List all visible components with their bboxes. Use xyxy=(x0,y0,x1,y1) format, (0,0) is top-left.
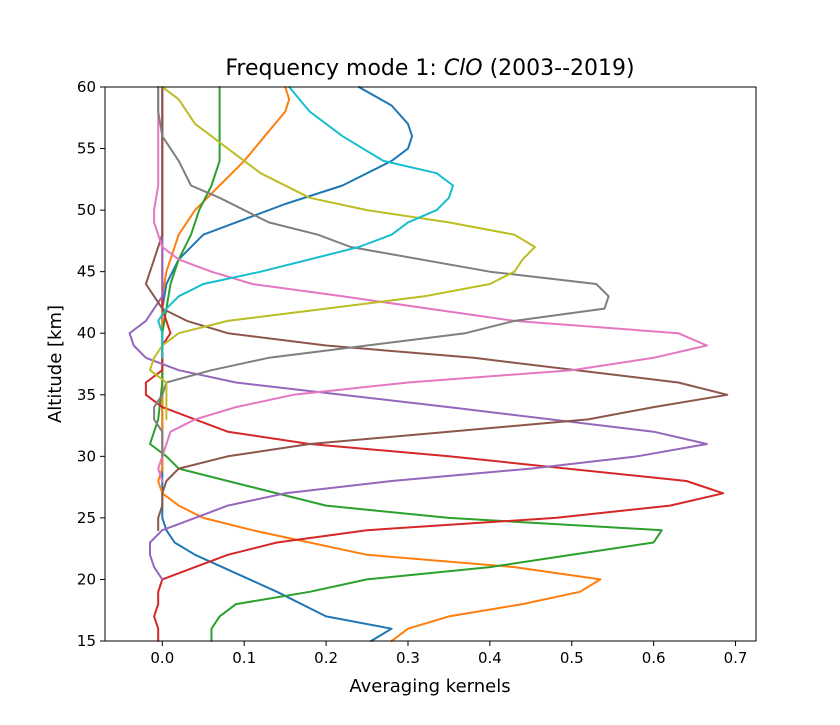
y-tick-label: 35 xyxy=(77,386,96,404)
y-tick-label: 30 xyxy=(77,447,96,465)
chart-title-species: ClO xyxy=(444,56,483,81)
x-tick-label: 0.1 xyxy=(232,649,256,667)
kernel-line-5 xyxy=(128,86,708,581)
x-tick-label: 0.7 xyxy=(724,649,748,667)
y-tick-label: 45 xyxy=(77,263,96,281)
y-tick-label: 40 xyxy=(77,324,96,342)
kernel-line-8 xyxy=(153,86,610,458)
kernel-line-3 xyxy=(149,86,663,642)
chart-title: Frequency mode 1: ClO (2003--2019) xyxy=(225,56,634,81)
y-tick-label: 60 xyxy=(77,78,96,96)
kernel-line-6 xyxy=(144,86,729,532)
x-axis-ticks: 0.0 0.1 0.2 0.3 0.4 0.5 0.6 0.7 xyxy=(150,641,747,667)
y-tick-label: 50 xyxy=(77,201,96,219)
y-axis-ticks: 15 20 25 30 35 40 45 50 55 60 xyxy=(77,78,105,650)
x-tick-label: 0.4 xyxy=(478,649,502,667)
x-axis-label: Averaging kernels xyxy=(349,676,510,697)
y-axis-label: Altitude [km] xyxy=(45,305,66,423)
x-tick-label: 0.0 xyxy=(150,649,174,667)
x-tick-label: 0.3 xyxy=(396,649,420,667)
y-tick-label: 55 xyxy=(77,140,96,158)
y-tick-label: 15 xyxy=(77,632,96,650)
plot-frame xyxy=(104,86,757,642)
x-tick-label: 0.5 xyxy=(560,649,584,667)
chart-title-suffix: (2003--2019) xyxy=(483,56,635,81)
kernel-line-9 xyxy=(149,86,536,421)
series-lines xyxy=(128,86,729,642)
x-tick-label: 0.2 xyxy=(314,649,338,667)
x-tick-label: 0.6 xyxy=(642,649,666,667)
kernel-line-2 xyxy=(157,86,602,642)
y-tick-label: 20 xyxy=(77,570,96,588)
kernel-line-7 xyxy=(153,86,708,482)
y-tick-label: 25 xyxy=(77,509,96,527)
kernel-line-10 xyxy=(157,86,454,359)
